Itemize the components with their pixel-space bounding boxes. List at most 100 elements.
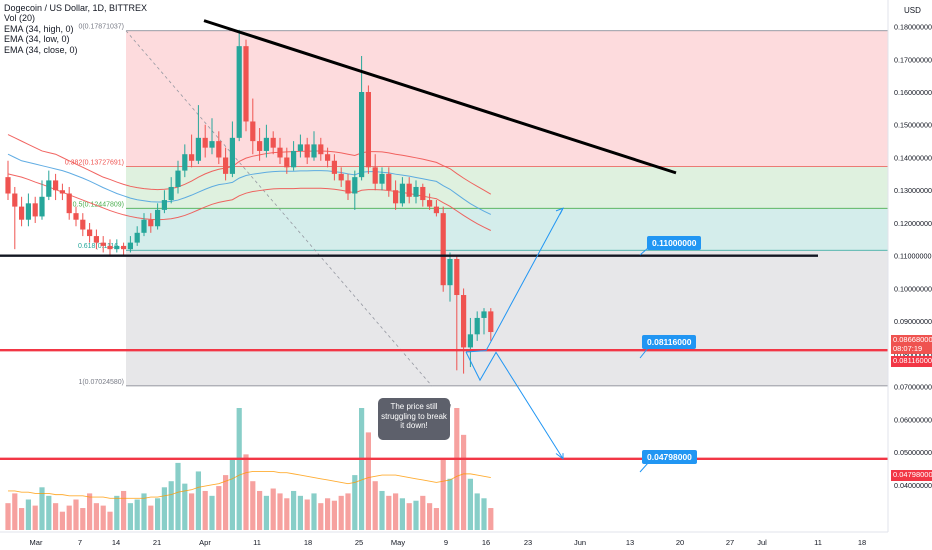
badge-connector <box>639 347 649 359</box>
projection-up-line <box>465 208 564 353</box>
volume-bar <box>447 478 453 530</box>
chart-legend: Dogecoin / US Dollar, 1D, BITTREX Vol (2… <box>4 3 147 55</box>
badge-level-04798[interactable]: 0.04798000 <box>642 450 697 464</box>
y-tick-label: 0.16000000 <box>894 88 932 97</box>
candle-body <box>114 245 120 250</box>
y-tick-label: 0.12000000 <box>894 219 932 228</box>
y-tick-label: 0.17000000 <box>894 55 932 64</box>
horizontal-levels[interactable] <box>0 254 888 461</box>
volume-bar <box>474 493 480 530</box>
indicator-ema-high[interactable]: EMA (34, high, 0) <box>4 23 74 34</box>
x-tick-label: Apr <box>199 538 211 547</box>
volume-bar <box>461 434 467 530</box>
candle-body <box>325 154 331 161</box>
trend-drawings[interactable] <box>203 19 677 473</box>
candle-body <box>338 173 344 181</box>
volume-bar <box>427 503 433 530</box>
candle-body <box>209 141 215 148</box>
volume-bar <box>107 511 113 530</box>
candle-body <box>372 167 378 184</box>
symbol-title[interactable]: Dogecoin / US Dollar, 1D, BITTREX <box>4 3 148 13</box>
indicator-ema-close[interactable]: EMA (34, close, 0) <box>4 44 78 55</box>
y-tick-label: 0.10000000 <box>894 284 932 293</box>
candle-body <box>467 334 473 348</box>
x-tick-label: 20 <box>676 538 684 547</box>
candle-body <box>454 259 460 296</box>
fib-label: 1(0.07024580) <box>78 379 124 386</box>
volume-bar <box>393 493 399 530</box>
candle-body <box>304 144 310 158</box>
volume-bar <box>216 486 222 530</box>
fib-label: 0.618(0.1116... <box>78 243 124 250</box>
candle-body <box>236 46 242 138</box>
candle-body <box>202 137 208 148</box>
volume-bar <box>223 475 229 530</box>
volume-bar <box>488 508 494 530</box>
candlesticks <box>5 29 494 374</box>
x-tick-label: 11 <box>814 538 822 547</box>
fib-zone <box>126 166 888 209</box>
badge-level-0110[interactable]: 0.11000000 <box>647 236 702 250</box>
x-tick-label: 27 <box>726 538 734 547</box>
volume-bar <box>243 454 249 530</box>
candle-body <box>318 144 324 155</box>
fib-label: 0.382(0.13727691) <box>65 159 124 166</box>
volume-bar <box>467 478 473 530</box>
volume-bar <box>93 503 99 530</box>
candle-body <box>297 144 303 151</box>
volume-bar <box>399 498 405 530</box>
badge-level-08116[interactable]: 0.08116000 <box>642 335 697 349</box>
candle-body <box>168 186 174 201</box>
candle-body <box>59 190 65 194</box>
volume-bar <box>311 493 317 530</box>
volume-bar <box>331 500 337 530</box>
volume-bar <box>304 499 310 530</box>
candle-body <box>331 160 337 174</box>
volume-bar <box>291 490 297 530</box>
volume-bar <box>46 495 52 530</box>
candle-body <box>223 157 229 174</box>
y-tick-label: 0.13000000 <box>894 186 932 195</box>
volume-bar <box>250 481 256 530</box>
candle-body <box>257 141 263 151</box>
candle-body <box>175 170 181 187</box>
candle-body <box>161 200 167 210</box>
y-tick-label: 0.07000000 <box>894 383 932 392</box>
candle-body <box>216 141 222 158</box>
volume-bar <box>87 493 93 530</box>
volume-bar <box>406 503 412 530</box>
volume-bar <box>161 487 167 530</box>
annotation-callout[interactable]: The price still struggling to break it d… <box>378 398 450 440</box>
candle-body <box>488 311 494 333</box>
candle-body <box>127 242 133 250</box>
volume-bar <box>229 459 235 530</box>
fib-label: 0(0.17871037) <box>78 24 124 31</box>
candle-body <box>73 213 79 220</box>
y-tick-label: 0.04000000 <box>894 481 932 490</box>
volume-bar <box>284 498 290 530</box>
candle-body <box>291 150 297 168</box>
indicator-volume[interactable]: Vol (20) <box>4 13 36 24</box>
indicator-ema-low[interactable]: EMA (34, low, 0) <box>4 34 70 45</box>
volume-bar <box>202 490 208 530</box>
candle-body <box>311 144 317 158</box>
candle-body <box>352 177 358 194</box>
candle-body <box>155 209 161 227</box>
candle-body <box>433 206 439 214</box>
volume-bar <box>73 499 79 530</box>
volume-bar <box>440 459 446 530</box>
volume-bar <box>420 495 426 530</box>
candle-body <box>481 311 487 318</box>
x-tick-label: 18 <box>858 538 866 547</box>
volume-bar <box>209 495 215 530</box>
volume-bar <box>270 488 276 530</box>
x-tick-label: May <box>391 538 405 547</box>
fibonacci-zones: 0(0.17871037) 0.382(0.13727691) 0.5(0.1244… <box>65 24 888 387</box>
y-tick-label: 0.06000000 <box>894 415 932 424</box>
currency-label: USD <box>904 6 921 15</box>
support-price-tag: 0.08116000 <box>891 356 932 367</box>
volume-bar <box>127 503 133 530</box>
volume-bar <box>413 500 419 530</box>
